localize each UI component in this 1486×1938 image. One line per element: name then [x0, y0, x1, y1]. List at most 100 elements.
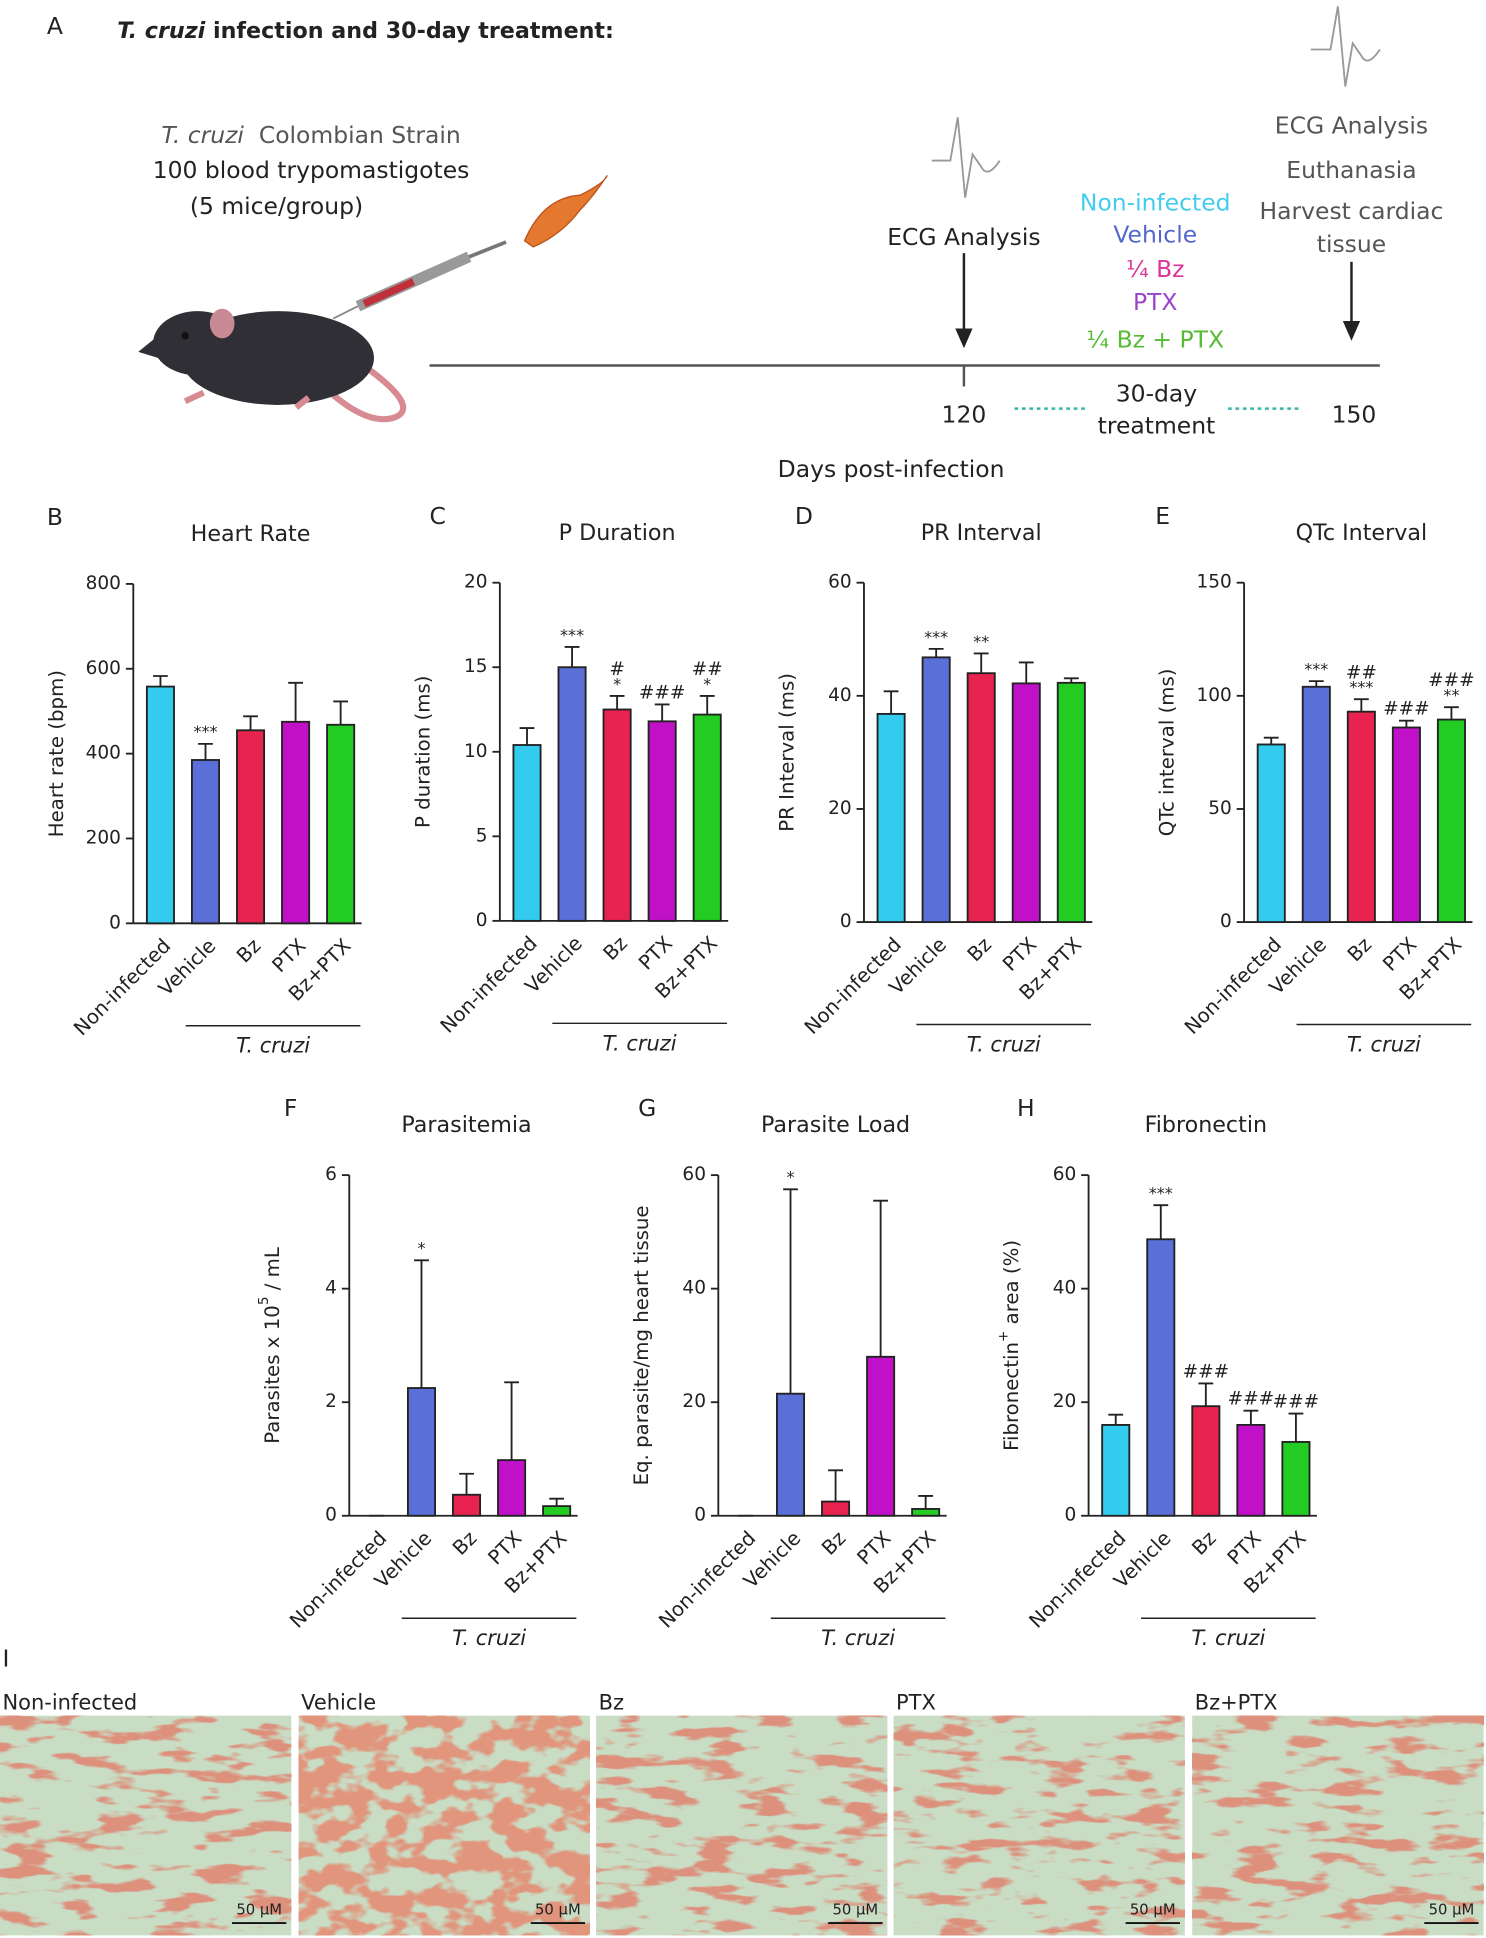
- timeline-axis-label: Days post-infection: [778, 455, 1005, 483]
- scale-bar-label: 50 μM: [1429, 1902, 1475, 1919]
- y-tick-label: 5: [476, 825, 488, 846]
- y-tick-label: 60: [1053, 1164, 1077, 1185]
- bar: [512, 744, 542, 922]
- x-tick-label: Bz: [963, 933, 996, 966]
- bar: [1236, 1423, 1266, 1517]
- tissue-stain: [298, 1715, 590, 1936]
- y-tick-label: 2: [325, 1391, 337, 1412]
- bar: [866, 1355, 896, 1517]
- bar: [326, 723, 356, 925]
- error-bar: [564, 646, 580, 668]
- bar: [1011, 682, 1041, 924]
- y-tick-label: 600: [86, 658, 121, 679]
- error-bar: [288, 681, 304, 722]
- bar: [1191, 1405, 1221, 1517]
- x-tick-label: Bz: [232, 934, 265, 967]
- error-bar: [198, 742, 213, 760]
- y-axis-label: Fibronectin+ area (%): [995, 1240, 1022, 1451]
- error-bar: [654, 703, 670, 722]
- y-tick-label: 10: [464, 741, 488, 762]
- strain: T. cruzi Colombian Strain: [161, 120, 460, 148]
- significance-label: #: [609, 659, 625, 680]
- chart-title: P Duration: [559, 520, 676, 546]
- y-tick-label: 0: [1220, 911, 1232, 932]
- y-axis-label: P duration (ms): [411, 676, 434, 828]
- bar: [821, 1500, 851, 1517]
- y-axis-label: PR Interval (ms): [775, 673, 798, 832]
- significance-label: ***: [1349, 678, 1373, 697]
- scale-bar-label: 50 μM: [535, 1902, 581, 1919]
- y-tick-label: 40: [1053, 1278, 1077, 1299]
- panel-letter: A: [47, 12, 63, 40]
- significance-label: **: [1443, 686, 1459, 705]
- x-tick-label: Bz: [817, 1527, 850, 1560]
- scale-bar-label: 50 μM: [1130, 1902, 1176, 1919]
- ecg-wave: [931, 117, 1001, 198]
- bar: [236, 729, 266, 925]
- panel-title: T. cruzi infection and 30-day treatment:: [117, 17, 614, 43]
- y-tick-label: 0: [840, 911, 852, 932]
- error-bar: [459, 1472, 474, 1495]
- bar: [190, 759, 220, 925]
- bar: [647, 720, 677, 922]
- title-italic: T. cruzi: [117, 17, 205, 43]
- y-tick-label: 4: [325, 1278, 337, 1299]
- arrow-head: [955, 328, 973, 349]
- mouse-illustration: [138, 308, 407, 423]
- bar: [921, 656, 951, 924]
- error-bar: [519, 727, 535, 746]
- error-bar: [1243, 1409, 1259, 1425]
- panel-letter: D: [795, 502, 813, 530]
- bar: [1146, 1238, 1176, 1517]
- x-tick-label: Bz: [448, 1527, 481, 1560]
- treatment-label: 30-day: [1116, 380, 1198, 408]
- group-list: Non-infected Vehicle ¼ Bz PTX ¼ Bz + PTX: [1080, 188, 1231, 353]
- group-label: PTX: [1133, 288, 1178, 316]
- y-label-text: Heart rate (bpm): [44, 670, 67, 837]
- error-bar: [828, 1469, 843, 1502]
- error-bar: [783, 1188, 798, 1394]
- arrow-head: [1342, 321, 1361, 341]
- x-tick-label: Bz: [599, 932, 632, 965]
- y-tick-label: 0: [325, 1505, 337, 1526]
- bar: [145, 685, 175, 925]
- strain-rest: Colombian Strain: [244, 120, 461, 148]
- group-label: Vehicle: [1113, 220, 1197, 248]
- bar: [557, 666, 587, 922]
- y-label-text: Fibronectin: [1000, 1342, 1023, 1451]
- bar: [1256, 743, 1286, 924]
- y-axis-label: Eq. parasite/mg heart tissue: [629, 1205, 652, 1485]
- y-tick-label: 40: [828, 685, 852, 706]
- panel-letter: E: [1155, 502, 1170, 530]
- bar: [1346, 710, 1376, 924]
- y-tick-label: 40: [682, 1278, 706, 1299]
- y-tick-label: 200: [86, 827, 121, 848]
- x-tick-label: Bz: [1187, 1527, 1220, 1560]
- bar: [1281, 1441, 1311, 1517]
- bar: [1056, 681, 1086, 924]
- title-rest: infection and 30-day treatment:: [205, 17, 614, 43]
- bar: [602, 708, 632, 922]
- error-bar: [1018, 661, 1034, 684]
- error-bar: [414, 1259, 429, 1389]
- error-bar: [153, 675, 168, 687]
- significance-label: ***: [1304, 660, 1328, 679]
- image-label: PTX: [896, 1690, 936, 1714]
- y-tick-label: 6: [325, 1164, 337, 1185]
- y-label-text: QTc interval (ms): [1155, 669, 1178, 837]
- y-label-text: P duration (ms): [411, 676, 434, 828]
- y-tick-label: 0: [694, 1505, 706, 1526]
- significance-label: ###: [1273, 1391, 1320, 1412]
- bar: [452, 1493, 482, 1517]
- significance-label: ###: [1383, 699, 1430, 720]
- significance-label: *: [613, 674, 621, 693]
- timeline-end: 150: [1332, 401, 1377, 429]
- group-label: ¼ Bz + PTX: [1086, 325, 1224, 353]
- error-bar: [873, 1199, 889, 1357]
